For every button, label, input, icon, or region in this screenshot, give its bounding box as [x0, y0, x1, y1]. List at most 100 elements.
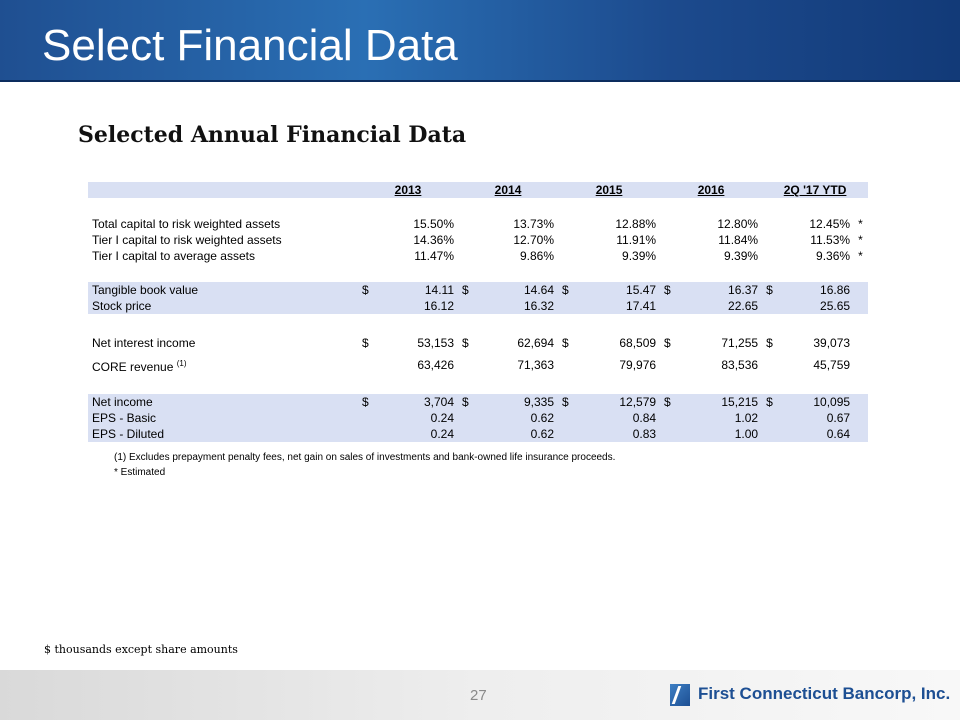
- column-header: 2013: [358, 182, 459, 198]
- cell-value: 0.67: [784, 410, 855, 426]
- currency-sign: $: [458, 282, 481, 298]
- table-row: Tangible book value $ 14.11 $ 14.64 $ 15…: [88, 282, 869, 298]
- column-header: 2014: [458, 182, 559, 198]
- cell-value: 53,153: [417, 336, 455, 350]
- footnote-estimated: * Estimated: [114, 467, 166, 478]
- cell-value: 1.02: [682, 410, 763, 426]
- row-label: Total capital to risk weighted assets: [92, 217, 281, 231]
- estimate-flag: *: [858, 249, 863, 263]
- column-header: 2015: [558, 182, 661, 198]
- row-label: Tier I capital to risk weighted assets: [92, 233, 282, 247]
- financial-data-table: 2013 2014 2015 2016 2Q '17 YTD Total cap…: [88, 182, 869, 442]
- currency-sign: $: [358, 394, 380, 410]
- table-row: EPS - Diluted 0.24 0.62 0.83 1.00 0.64: [88, 426, 869, 442]
- cell-value: 45,759: [813, 358, 851, 372]
- cell-value: 9.39%: [724, 249, 759, 263]
- currency-sign: $: [660, 282, 683, 298]
- row-label: EPS - Basic: [88, 410, 358, 426]
- footnote-ref: (1): [176, 358, 187, 368]
- cell-value: 14.36%: [413, 233, 455, 247]
- cell-value: 25.65: [784, 298, 855, 314]
- table-title: Selected Annual Financial Data: [78, 122, 467, 148]
- estimate-flag: *: [858, 233, 863, 247]
- slide-header: Select Financial Data: [0, 0, 960, 82]
- row-label: Stock price: [88, 298, 358, 314]
- cell-value: 12.80%: [717, 217, 759, 231]
- currency-sign: $: [358, 282, 380, 298]
- cell-value: 16.86: [784, 282, 855, 298]
- slide-footer: 27 First Connecticut Bancorp, Inc.: [0, 670, 960, 720]
- cell-value: 11.53%: [810, 233, 851, 247]
- currency-sign: $: [562, 336, 569, 350]
- table-row: EPS - Basic 0.24 0.62 0.84 1.02 0.67: [88, 410, 869, 426]
- cell-value: 12,579: [580, 394, 661, 410]
- cell-value: 68,509: [619, 336, 657, 350]
- cell-value: 9.36%: [816, 249, 851, 263]
- table-row: Tier I capital to average assets 11.47% …: [88, 248, 868, 264]
- cell-value: 11.47%: [414, 249, 455, 263]
- row-label: CORE revenue: [92, 359, 174, 374]
- cell-value: 9,335: [480, 394, 559, 410]
- cell-value: 9.86%: [520, 249, 555, 263]
- cell-value: 9.39%: [622, 249, 657, 263]
- cell-value: 71,363: [517, 358, 555, 372]
- column-header: 2016: [660, 182, 763, 198]
- table-row: Net interest income $ 53,153 $ 62,694 $ …: [88, 332, 868, 354]
- cell-value: 22.65: [682, 298, 763, 314]
- company-logo-icon: [670, 684, 690, 706]
- table-row: Net income $ 3,704 $ 9,335 $ 12,579 $ 15…: [88, 394, 869, 410]
- currency-sign: $: [664, 336, 671, 350]
- table-row: Tier I capital to risk weighted assets 1…: [88, 232, 868, 248]
- cell-value: 11.84%: [718, 233, 759, 247]
- currency-sign: $: [762, 282, 785, 298]
- table-header-row: 2013 2014 2015 2016 2Q '17 YTD: [88, 182, 869, 198]
- currency-sign: $: [458, 394, 481, 410]
- cell-value: 12.88%: [615, 217, 657, 231]
- cell-value: 0.24: [380, 410, 459, 426]
- cell-value: 15,215: [682, 394, 763, 410]
- cell-value: 1.00: [682, 426, 763, 442]
- header-blank: [88, 182, 358, 198]
- table-row: CORE revenue (1) 63,426 71,363 79,976 83…: [88, 354, 868, 376]
- cell-value: 16.32: [480, 298, 559, 314]
- cell-value: 17.41: [580, 298, 661, 314]
- row-label: Tier I capital to average assets: [92, 249, 255, 263]
- row-label: Net interest income: [92, 336, 196, 350]
- cell-value: 71,255: [721, 336, 759, 350]
- estimate-flag: *: [858, 217, 863, 231]
- cell-value: 11.91%: [616, 233, 657, 247]
- company-name: First Connecticut Bancorp, Inc.: [698, 684, 951, 703]
- cell-value: 14.64: [480, 282, 559, 298]
- cell-value: 12.45%: [809, 217, 851, 231]
- cell-value: 0.24: [380, 426, 459, 442]
- currency-sign: $: [660, 394, 683, 410]
- cell-value: 16.12: [380, 298, 459, 314]
- cell-value: 63,426: [417, 358, 455, 372]
- currency-sign: $: [558, 282, 581, 298]
- currency-sign: $: [362, 336, 369, 350]
- cell-value: 0.64: [784, 426, 855, 442]
- cell-value: 15.47: [580, 282, 661, 298]
- row-label: Tangible book value: [88, 282, 358, 298]
- cell-value: 62,694: [517, 336, 555, 350]
- footnote-1: (1) Excludes prepayment penalty fees, ne…: [114, 452, 616, 463]
- cell-value: 13.73%: [513, 217, 555, 231]
- cell-value: 12.70%: [513, 233, 555, 247]
- row-label-with-note: CORE revenue (1): [88, 354, 358, 376]
- currency-sign: $: [558, 394, 581, 410]
- currency-sign: $: [762, 394, 785, 410]
- cell-value: 0.83: [580, 426, 661, 442]
- units-note: $ thousands except share amounts: [44, 643, 238, 656]
- cell-value: 83,536: [721, 358, 759, 372]
- column-header: 2Q '17 YTD: [762, 182, 869, 198]
- page-number: 27: [470, 687, 487, 704]
- currency-sign: $: [766, 336, 773, 350]
- currency-sign: $: [462, 336, 469, 350]
- cell-value: 0.62: [480, 426, 559, 442]
- cell-value: 16.37: [682, 282, 763, 298]
- row-label: EPS - Diluted: [88, 426, 358, 442]
- cell-value: 10,095: [784, 394, 855, 410]
- slide-title: Select Financial Data: [42, 21, 458, 70]
- table-row: Total capital to risk weighted assets 15…: [88, 216, 868, 232]
- cell-value: 3,704: [380, 394, 459, 410]
